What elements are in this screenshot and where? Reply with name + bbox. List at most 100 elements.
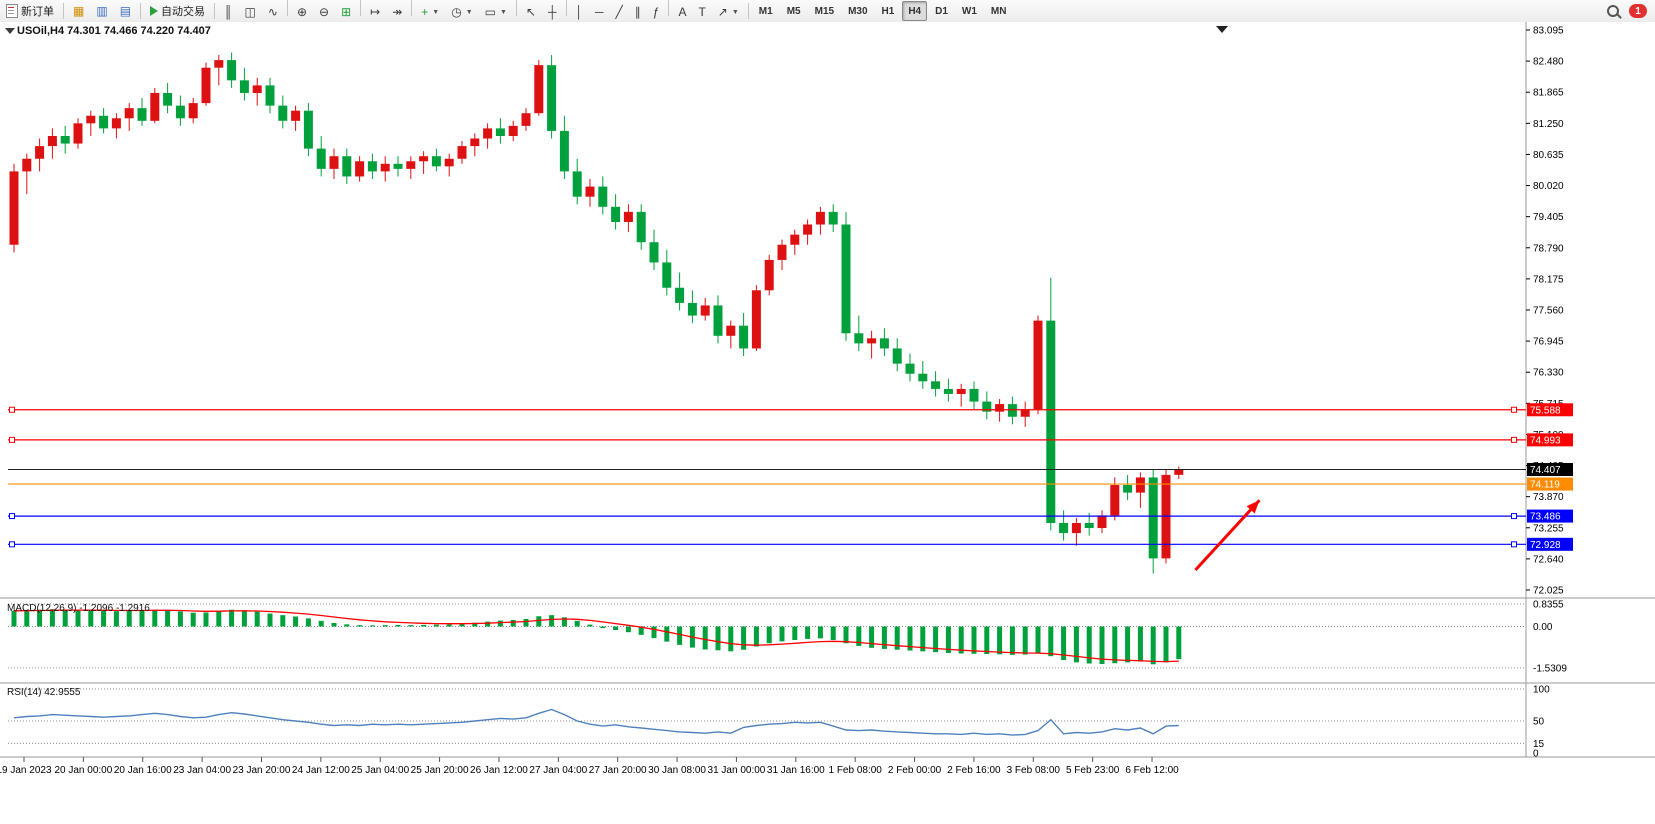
- navigator-button[interactable]: ▤: [115, 1, 136, 21]
- new-order-button[interactable]: 新订单: [1, 1, 59, 21]
- horizontal-line-button[interactable]: ─: [590, 2, 609, 22]
- market-watch-button[interactable]: ▥: [91, 1, 112, 21]
- text-label-button[interactable]: T: [693, 2, 710, 22]
- line-handle[interactable]: [1511, 436, 1517, 443]
- macd-histogram-bar: [1137, 626, 1143, 662]
- timeframe-button-m30[interactable]: M30: [848, 5, 868, 17]
- line-handle[interactable]: [1511, 406, 1517, 413]
- candle-down: [316, 148, 326, 169]
- chevron-down-icon: ▼: [465, 8, 473, 16]
- candle-down: [431, 156, 441, 167]
- bar-chart-icon: ║: [224, 5, 233, 19]
- candle-up: [124, 108, 134, 119]
- line-handle[interactable]: [1511, 513, 1517, 520]
- timeframe-button-d1[interactable]: D1: [935, 5, 948, 17]
- autotrading-button[interactable]: 自动交易: [145, 1, 210, 21]
- timeframe-button-m5[interactable]: M5: [786, 5, 801, 17]
- trendline-button[interactable]: ╱: [611, 2, 628, 22]
- candle-down: [943, 388, 953, 394]
- notification-badge[interactable]: 1: [1629, 4, 1647, 18]
- rsi-value: 42.9555: [44, 687, 81, 698]
- channel-button[interactable]: ∥: [630, 2, 646, 22]
- profiles-button[interactable]: ▦: [68, 1, 89, 21]
- price-axis-label: 79.405: [1533, 212, 1564, 223]
- candle-up: [444, 158, 454, 167]
- macd-histogram-bar: [817, 626, 823, 639]
- toolbar-separator: [214, 3, 216, 19]
- candle-up: [867, 338, 877, 344]
- fibonacci-button[interactable]: ƒ: [648, 2, 665, 22]
- macd-histogram-bar: [344, 624, 350, 627]
- candle-up: [406, 161, 416, 169]
- timeframe-button-h1[interactable]: H1: [881, 5, 895, 17]
- indicators-button[interactable]: + ▼: [416, 2, 444, 22]
- search-button[interactable]: [1602, 1, 1624, 21]
- candle-up: [1071, 522, 1081, 534]
- auto-scroll-button[interactable]: ↦: [365, 2, 385, 22]
- zoom-out-icon: ⊖: [319, 5, 330, 19]
- chevron-down-icon: ▼: [432, 8, 440, 16]
- cursor-button[interactable]: ↖: [521, 2, 541, 22]
- macd-histogram-bar: [830, 626, 836, 640]
- line-handle[interactable]: [9, 513, 15, 520]
- chart-shift-button[interactable]: ↠: [387, 2, 407, 22]
- zoom-in-button[interactable]: ⊕: [292, 2, 312, 22]
- periods-button[interactable]: ◷ ▼: [446, 2, 477, 22]
- price-axis-label: 76.330: [1533, 368, 1564, 379]
- templates-button[interactable]: ▭ ▼: [480, 2, 512, 22]
- time-axis-label: 1 Feb 08:00: [828, 765, 882, 776]
- candle-up: [995, 404, 1005, 412]
- chart-shift-marker[interactable]: [1216, 26, 1228, 33]
- price-badge: [1527, 477, 1573, 491]
- macd-histogram-bar: [497, 620, 503, 627]
- trend-arrow-object[interactable]: [1194, 499, 1261, 572]
- candle-up: [764, 259, 774, 291]
- trendline-icon: ╱: [615, 5, 623, 19]
- crosshair-icon: ┼: [547, 5, 557, 19]
- candle-down: [1046, 320, 1056, 523]
- line-handle[interactable]: [9, 436, 15, 443]
- candle-up: [751, 290, 761, 349]
- candle-down: [572, 171, 582, 197]
- candle-up: [623, 211, 633, 222]
- text-button[interactable]: A: [673, 2, 691, 22]
- candle-down: [739, 325, 749, 349]
- timeframe-button-m15[interactable]: M15: [814, 5, 835, 17]
- candle-down: [675, 287, 685, 303]
- bar-chart-button[interactable]: ║: [219, 2, 238, 22]
- timeframe-button-m1[interactable]: M1: [758, 5, 773, 17]
- macd-histogram-bar: [1009, 626, 1015, 655]
- crosshair-button[interactable]: ┼: [543, 2, 562, 22]
- text-label-icon: T: [698, 5, 706, 19]
- line-handle[interactable]: [1511, 541, 1517, 548]
- candle-down: [367, 161, 377, 172]
- price-axis-label: 78.175: [1533, 274, 1564, 285]
- candle-down: [982, 401, 992, 412]
- candle-up: [585, 186, 595, 197]
- candlestick-chart-button[interactable]: ◫: [240, 2, 261, 22]
- one-click-trading-toggle[interactable]: [5, 28, 15, 34]
- time-axis-label: 30 Jan 08:00: [648, 765, 706, 776]
- auto-scroll-icon: ↦: [370, 5, 381, 19]
- toolbar-separator: [286, 0, 288, 16]
- candle-down: [611, 206, 621, 222]
- price-axis-label: 77.560: [1533, 306, 1564, 317]
- timeframe-button-w1[interactable]: W1: [961, 5, 977, 17]
- line-handle[interactable]: [9, 541, 15, 548]
- zoom-out-button[interactable]: ⊖: [314, 2, 334, 22]
- time-axis-label: 23 Jan 04:00: [173, 765, 231, 776]
- vertical-line-button[interactable]: │: [571, 2, 589, 22]
- macd-histogram-bar: [241, 610, 247, 627]
- line-handle[interactable]: [9, 406, 15, 413]
- arrow-tools-button[interactable]: ↗ ▼: [713, 2, 744, 22]
- timeframe-button-h4[interactable]: H4: [902, 1, 928, 21]
- price-badge-label: 75.588: [1530, 405, 1561, 416]
- price-badge-label: 74.993: [1530, 435, 1561, 446]
- timeframe-button-mn[interactable]: MN: [990, 5, 1007, 17]
- candle-down: [1123, 485, 1133, 493]
- market-watch-icon: ▥: [96, 4, 108, 18]
- toolbar-separator: [411, 0, 413, 16]
- macd-histogram-bar: [113, 611, 119, 627]
- tile-windows-button[interactable]: ⊞: [336, 2, 356, 22]
- line-chart-button[interactable]: ∿: [263, 2, 283, 22]
